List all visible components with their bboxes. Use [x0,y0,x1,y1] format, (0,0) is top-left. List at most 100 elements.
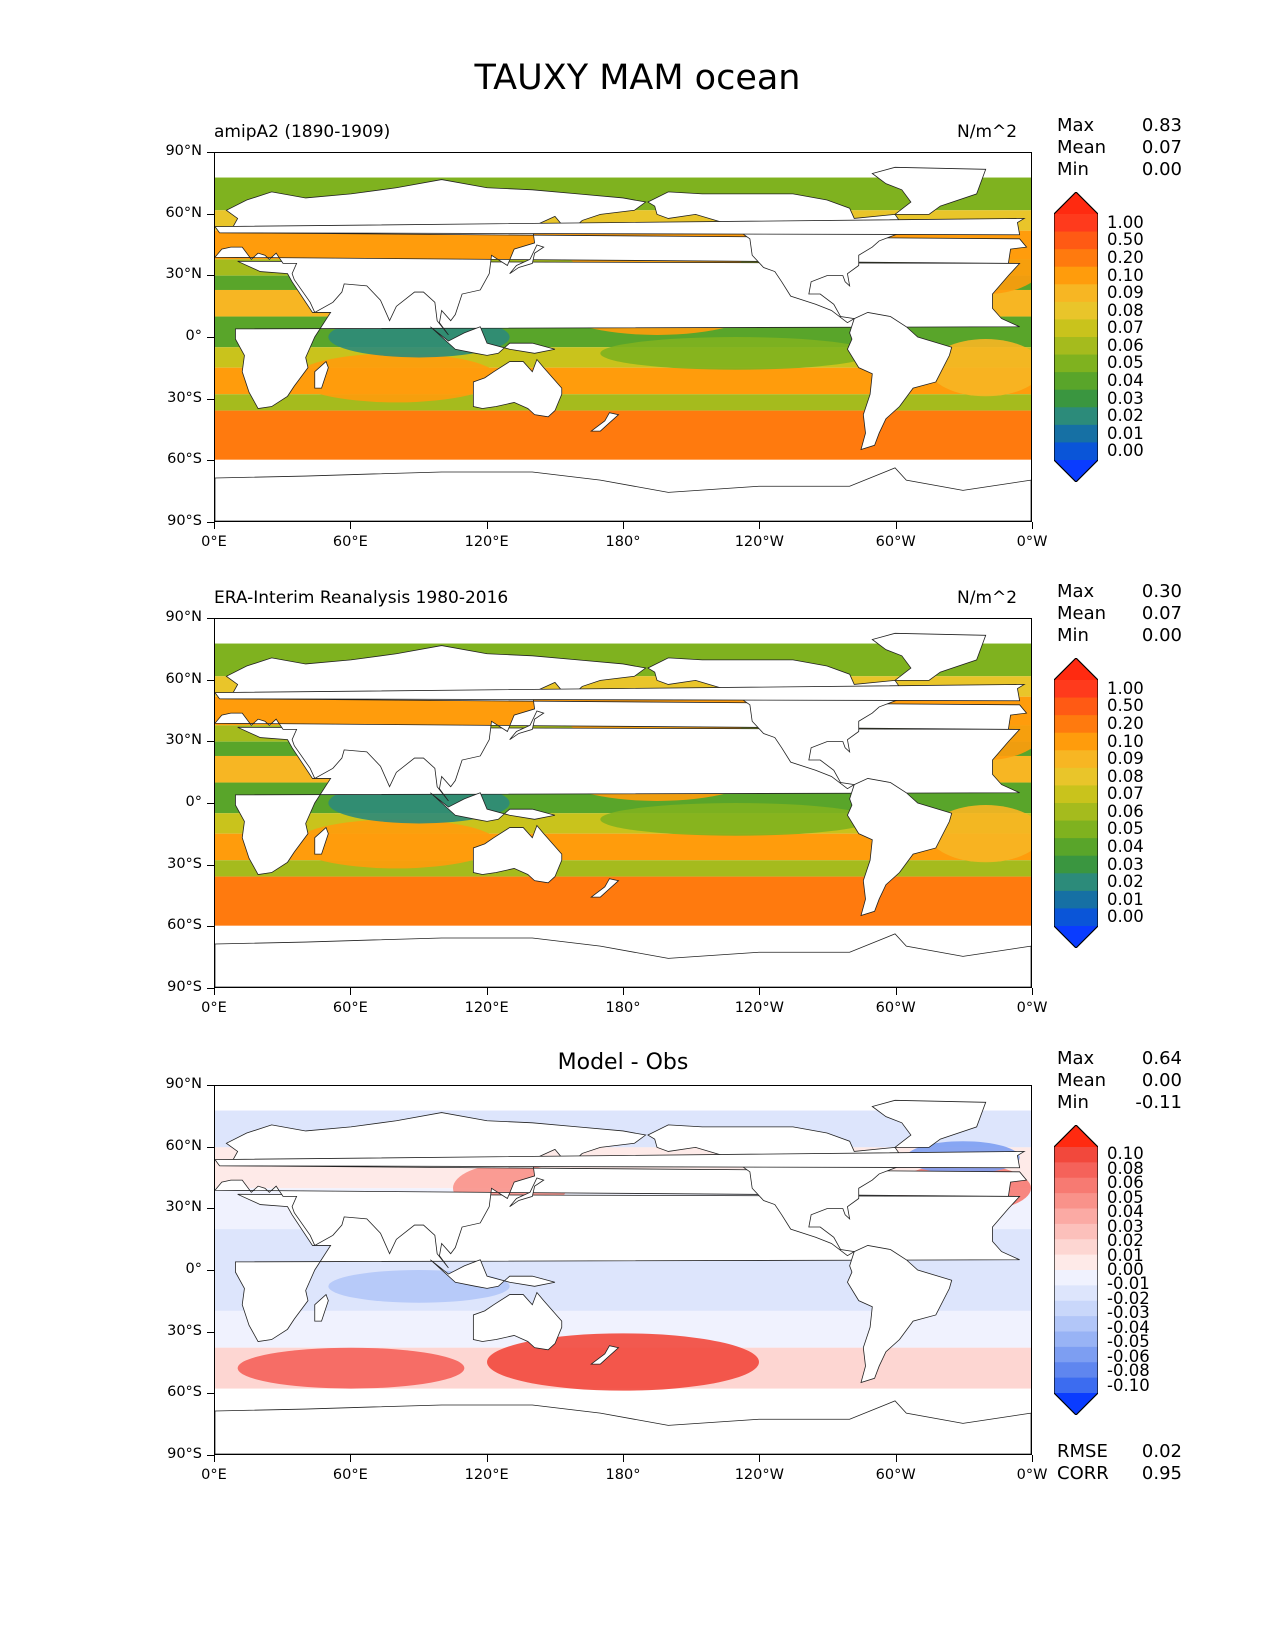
coastline-japan [509,1177,545,1207]
y-tick-mark [207,1393,214,1395]
coastline-eurasia [215,645,1028,802]
coastline-australia [472,824,563,884]
coastline-indonesia [430,326,556,356]
x-tick-mark [623,988,624,995]
colorbar-tick-label: 0.09 [1107,283,1144,303]
error-stats: RMSE 0.02 CORR 0.95 [1057,1441,1182,1485]
stat-mean: Mean 0.07 [1057,137,1182,159]
stat-max: Max 0.30 [1057,581,1182,603]
colorbar-tick-label: 0.07 [1107,318,1144,338]
y-tick-mark [207,213,214,215]
x-tick-mark [1032,522,1033,529]
stat-label: Mean [1057,603,1107,624]
figure-title: TAUXY MAM ocean [474,58,801,98]
colorbar-tick-label: -0.10 [1107,1375,1150,1395]
x-tick-label: 180° [605,1000,641,1016]
y-tick-mark [207,1455,214,1456]
panel-left-title: ERA-Interim Reanalysis 1980-2016 [214,588,509,608]
colorbar-segment [1054,838,1098,857]
colorbar-tick-label: -0.02 [1107,1288,1150,1308]
colorbar-tick-label: 0.01 [1107,1245,1144,1265]
colorbar-segment [1054,732,1098,751]
x-tick-mark [214,522,215,529]
coastline-madagascar [314,360,329,389]
stat-value: -0.11 [1135,1092,1182,1113]
colorbar-segment [1054,1331,1098,1348]
colorbar-tick-label: 0.03 [1107,1216,1144,1236]
colorbar-segment [1054,715,1098,734]
map-canvas [215,153,1031,521]
map-panel-3 [214,1085,1032,1455]
colorbar-segment [1054,1162,1098,1179]
field-feature [294,353,499,403]
y-tick-mark [207,1270,214,1271]
coastline-eurasia [215,179,1028,336]
colorbar-segment [1054,1254,1098,1271]
colorbar-segment [1054,873,1098,892]
x-tick-mark [759,522,761,529]
colorbar-tick-label: 0.20 [1107,713,1144,733]
colorbar-tick-label: 0.10 [1107,1144,1144,1164]
stat-label: Mean [1057,1070,1107,1091]
colorbar-tick-label: 0.07 [1107,784,1144,804]
field-feature [600,337,873,370]
stat-value: 0.00 [1141,1070,1182,1091]
y-tick-label: 0° [185,328,202,344]
colorbar-tick-label: 0.10 [1107,731,1144,751]
x-tick-label: 60°W [875,1000,916,1016]
field-feature [487,1333,760,1391]
colorbar-tick-label: 0.06 [1107,1173,1144,1193]
stat-label: Max [1057,1048,1095,1069]
y-tick-label: 30°N [165,732,202,749]
coastline-uk [215,684,1026,702]
colorbar-segment [1054,424,1098,443]
stat-label: Min [1057,159,1089,180]
stat-label: Min [1057,1092,1089,1113]
y-tick-label: 30°S [167,1322,202,1339]
y-tick-label: 90°N [165,609,202,625]
x-tick-mark [350,988,352,995]
stat-value: 0.30 [1141,581,1182,602]
colorbar-graphic [1054,192,1098,482]
coastline-madagascar [314,826,329,855]
panel-stats: Max 0.83 Mean 0.07 Min 0.00 [1057,115,1182,181]
colorbar-tick-label: 0.10 [1107,265,1144,285]
coastline-uk [215,218,1026,236]
colorbar-segment [1054,249,1098,268]
colorbar-segment [1054,319,1098,338]
x-tick-mark [895,522,897,529]
coastline-nz [590,1345,620,1365]
stat-label: Max [1057,581,1095,602]
x-tick-mark [759,1455,761,1462]
stat-value: 0.07 [1141,137,1182,158]
colorbar-segment [1054,389,1098,408]
colorbar-segment [1054,407,1098,426]
field-feature [294,819,499,869]
colorbar-segment [1054,890,1098,909]
panel-units: N/m^2 [957,122,1018,142]
coastline-samerica [847,1245,953,1384]
field-feature [929,339,1031,397]
y-tick-label: 30°S [167,855,202,872]
colorbar-tick-label: -0.08 [1107,1361,1150,1381]
colorbar-tick-label: 0.09 [1107,749,1144,769]
colorbar-segment [1054,803,1098,822]
x-tick-mark [1032,988,1033,995]
x-tick-label: 60°E [332,534,368,550]
y-tick-mark [207,1331,214,1333]
panel-center-title: Model - Obs [557,1050,689,1075]
coastline-japan [509,710,545,740]
y-tick-mark [207,926,214,928]
colorbar-segment [1054,820,1098,839]
y-tick-mark [207,988,214,989]
y-tick-label: 60°S [167,451,202,468]
y-tick-mark [207,618,214,619]
y-tick-label: 60°N [165,204,202,221]
stat-value: 0.07 [1141,603,1182,624]
y-tick-label: 90°N [165,1076,202,1092]
colorbar [1054,1125,1098,1415]
colorbar-tick-label: 0.04 [1107,1202,1144,1222]
coastline-greenland [871,632,987,681]
x-tick-label: 0°E [201,1467,227,1483]
y-tick-mark [207,152,214,153]
